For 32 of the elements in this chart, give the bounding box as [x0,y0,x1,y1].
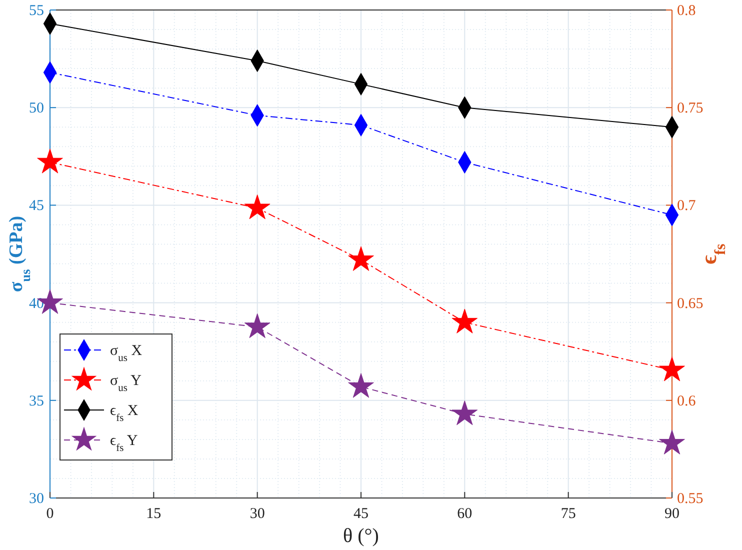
point [452,308,478,334]
legend-label: σ$_{us}$ Y [110,373,142,394]
point [452,400,478,426]
y2-tick-label: 0.8 [677,3,696,19]
y-tick-label: 45 [29,198,44,214]
point [244,313,270,338]
legend-label: σ$_{us}$ X [110,343,142,364]
x-tick-label: 75 [560,506,576,522]
x-tick-label: 15 [146,506,162,522]
x-tick-label: 45 [354,506,368,522]
point [348,373,374,398]
y2-tick-label: 0.7 [677,198,696,214]
x-tick-label: 0 [46,506,54,522]
y2-tick-label: 0.6 [677,393,696,410]
point [37,148,63,174]
x-tick-label: 30 [250,506,265,522]
y-tick-label: 30 [29,491,44,507]
x-axis-title: θ (°) [343,525,379,547]
point [348,246,374,271]
point [244,194,270,220]
y2-tick-label: 0.65 [677,296,704,312]
point [659,356,685,382]
x-tick-label: 90 [664,506,680,522]
legend-label: ϵ$_{fs}$ Y [110,433,138,454]
y-tick-label: 50 [29,100,44,117]
legend-label: ϵ$_{fs}$ X [110,403,138,424]
y-tick-label: 35 [29,393,44,410]
y2-tick-label: 0.75 [677,100,704,117]
point [659,430,685,454]
x-tick-label: 60 [457,506,472,522]
y2-tick-label: 0.55 [677,491,704,507]
y-tick-label: 55 [29,3,44,19]
